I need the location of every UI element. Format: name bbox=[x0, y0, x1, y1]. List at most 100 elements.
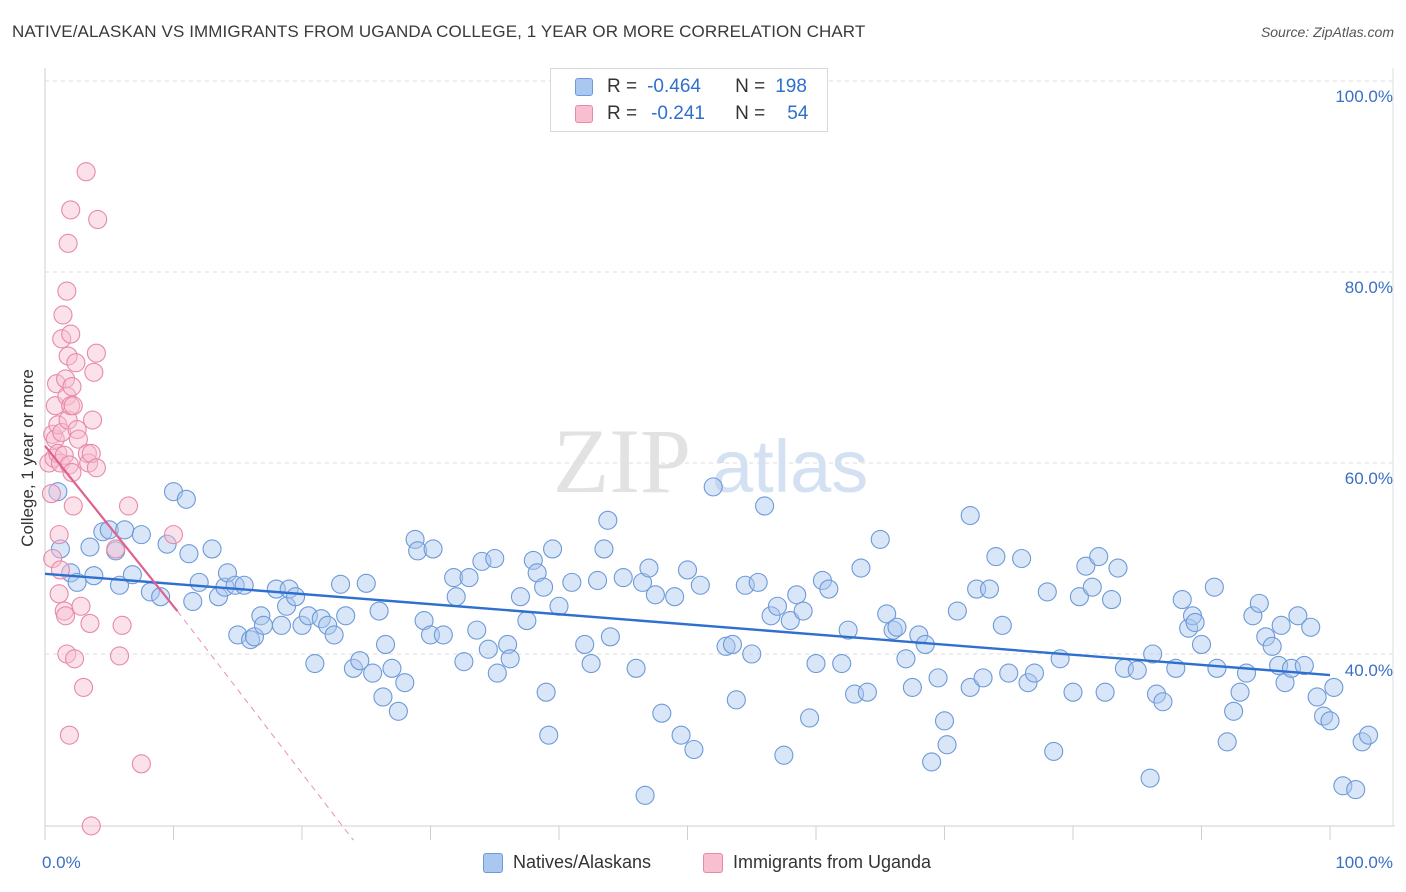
uganda-point bbox=[54, 445, 74, 465]
legend-row-natives: R = -0.464 N = 198 bbox=[575, 75, 807, 99]
natives-point bbox=[928, 668, 948, 688]
natives-point bbox=[684, 739, 704, 760]
uganda-point bbox=[74, 677, 94, 697]
natives-point bbox=[716, 636, 736, 656]
natives-point bbox=[433, 625, 453, 645]
natives-point bbox=[253, 615, 274, 635]
uganda-point bbox=[56, 606, 76, 626]
uganda-point bbox=[131, 754, 151, 774]
natives-point bbox=[292, 615, 312, 635]
natives-point bbox=[80, 537, 100, 557]
uganda-point bbox=[82, 410, 103, 430]
natives-point bbox=[1275, 673, 1295, 693]
uganda-point bbox=[112, 615, 132, 635]
uganda-point bbox=[88, 209, 108, 230]
natives-point bbox=[1288, 606, 1308, 626]
legend-n-label: N = bbox=[735, 103, 766, 124]
natives-point bbox=[613, 568, 633, 588]
natives-point bbox=[1024, 663, 1044, 683]
legend-item-natives[interactable]: Natives/Alaskans bbox=[483, 852, 651, 873]
watermark: ZIP atlas bbox=[553, 410, 868, 512]
natives-point bbox=[405, 529, 425, 549]
natives-point bbox=[271, 615, 291, 635]
y-axis-title: College, 1 year or more bbox=[18, 369, 37, 547]
natives-point bbox=[851, 558, 871, 578]
uganda-point bbox=[84, 362, 104, 382]
natives-point bbox=[356, 573, 376, 593]
legend-label-uganda: Immigrants from Uganda bbox=[733, 852, 932, 872]
natives-point bbox=[467, 620, 487, 640]
y-tick-label-60: 60.0% bbox=[1344, 469, 1393, 488]
series-natives-points bbox=[48, 477, 1379, 805]
grid-layer bbox=[45, 80, 1395, 655]
uganda-point bbox=[68, 429, 88, 449]
natives-point bbox=[330, 574, 351, 594]
natives-trend-line bbox=[44, 572, 1331, 677]
natives-point bbox=[973, 668, 993, 688]
legend-swatch-natives bbox=[483, 852, 503, 873]
natives-point bbox=[189, 572, 209, 592]
natives-point bbox=[446, 587, 466, 607]
natives-point bbox=[1224, 701, 1244, 721]
natives-point bbox=[1359, 725, 1379, 745]
natives-point bbox=[1063, 682, 1083, 702]
uganda-point bbox=[80, 613, 100, 633]
natives-point bbox=[1324, 677, 1344, 697]
natives-point bbox=[838, 620, 858, 640]
uganda-point bbox=[65, 649, 85, 669]
chart-title: NATIVE/ALASKAN VS IMMIGRANTS FROM UGANDA… bbox=[12, 22, 866, 41]
uganda-point bbox=[118, 496, 139, 516]
natives-point bbox=[690, 575, 710, 595]
natives-point bbox=[93, 522, 113, 542]
natives-point bbox=[459, 568, 479, 588]
uganda-point bbox=[52, 422, 72, 442]
natives-point bbox=[423, 539, 443, 559]
natives-point bbox=[487, 663, 507, 683]
natives-point bbox=[1271, 615, 1291, 635]
natives-point bbox=[722, 634, 743, 655]
legend-item-uganda[interactable]: Immigrants from Uganda bbox=[703, 852, 931, 873]
legend-r-label: R = bbox=[607, 103, 638, 124]
natives-point bbox=[67, 572, 87, 592]
uganda-point bbox=[41, 484, 61, 504]
natives-point bbox=[787, 585, 807, 605]
legend-swatch-uganda bbox=[703, 852, 723, 873]
natives-point bbox=[677, 560, 698, 580]
uganda-point bbox=[49, 525, 69, 545]
natives-point bbox=[388, 701, 408, 721]
natives-point bbox=[581, 653, 601, 674]
uganda-trend-extension bbox=[176, 610, 354, 841]
natives-point bbox=[870, 529, 890, 549]
legend-r-label: R = bbox=[607, 76, 638, 97]
natives-point bbox=[1082, 577, 1102, 597]
natives-point bbox=[485, 548, 505, 569]
natives-point bbox=[600, 627, 620, 647]
uganda-point bbox=[66, 353, 86, 373]
uganda-point bbox=[86, 458, 106, 478]
natives-point bbox=[373, 687, 393, 707]
natives-point bbox=[1146, 684, 1167, 704]
natives-point bbox=[598, 510, 618, 530]
natives-point bbox=[909, 625, 929, 645]
natives-point bbox=[594, 539, 614, 559]
natives-point bbox=[336, 606, 356, 626]
uganda-point bbox=[76, 162, 96, 182]
natives-point bbox=[755, 496, 775, 516]
legend-row-uganda: R = -0.241 N = 54 bbox=[575, 102, 808, 126]
natives-point bbox=[877, 604, 897, 624]
uganda-point bbox=[106, 539, 126, 559]
natives-point bbox=[1333, 776, 1353, 796]
natives-point bbox=[131, 525, 151, 545]
natives-point bbox=[183, 591, 203, 612]
correlation-legend: R = -0.464 N = 198 R = -0.241 N = 54 bbox=[550, 68, 828, 132]
natives-point bbox=[157, 534, 177, 554]
natives-point bbox=[305, 653, 325, 674]
natives-point bbox=[1249, 593, 1269, 613]
uganda-trend-line bbox=[44, 445, 179, 612]
natives-point bbox=[84, 566, 104, 586]
natives-point bbox=[635, 785, 655, 805]
natives-point bbox=[1294, 655, 1314, 676]
uganda-point bbox=[86, 343, 106, 363]
uganda-point bbox=[62, 462, 82, 483]
